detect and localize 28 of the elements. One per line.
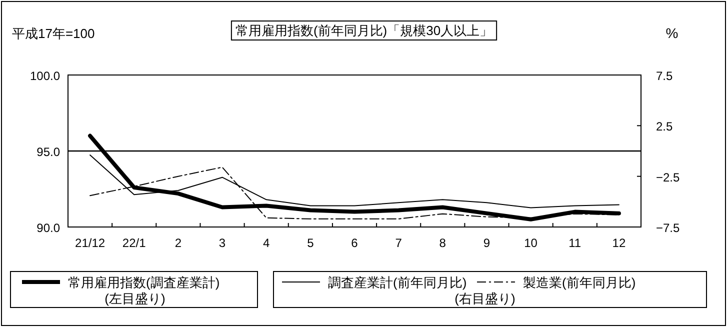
y-tick-label: 100.0 [30,69,60,83]
y2-tick-label: −7.5 [656,221,680,235]
chart-title: 常用雇用指数(前年同月比)「規模30人以上」 [235,23,493,38]
x-tick-label: 6 [351,236,358,250]
x-tick-label: 4 [263,236,270,250]
x-tick-label: 5 [307,236,314,250]
legend-label: 製造業(前年同月比) [523,275,636,290]
x-tick-label: 12 [612,236,626,250]
x-tick-label: 3 [218,236,226,250]
y2-axis-title: % [666,25,678,41]
text: (右目盛り) [454,291,516,306]
text: (左目盛り) [104,291,166,306]
x-tick-label: 11 [568,236,582,250]
y2-tick-label: 7.5 [656,69,674,83]
legend-label: 調査産業計(前年同月比) [328,275,467,290]
x-tick-label: 7 [395,236,402,250]
x-tick-label: 9 [483,236,490,250]
x-tick-label: 8 [439,236,446,250]
y2-tick-label: −2.5 [656,170,680,184]
y2-tick-label: 2.5 [656,120,674,134]
x-tick-label: 22/1 [122,236,146,250]
x-tick-label: 2 [174,236,182,250]
x-tick-label: 21/12 [75,236,106,250]
y-tick-label: 90.0 [36,221,60,235]
text: 平成17年=100 [12,26,95,41]
x-tick-label: 10 [524,236,538,250]
y-tick-label: 95.0 [36,145,60,159]
legend-label: 常用雇用指数(調査産業計) [68,275,220,290]
